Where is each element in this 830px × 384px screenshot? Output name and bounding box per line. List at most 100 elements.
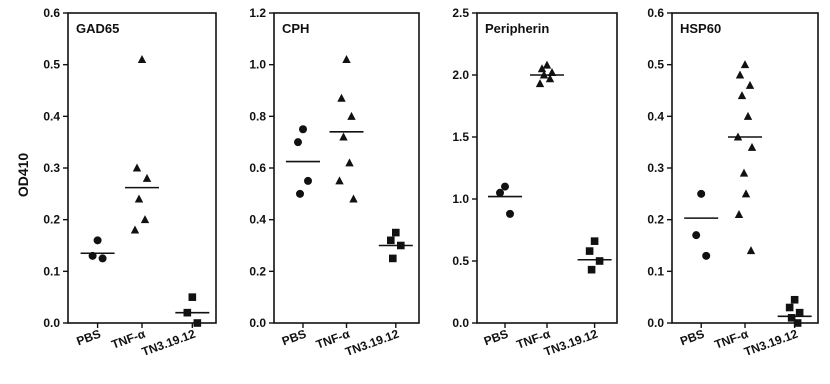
data-point (140, 215, 150, 224)
y-tick-label: 1.5 (452, 130, 469, 144)
data-point (93, 236, 102, 245)
data-point (349, 194, 358, 203)
panel-title: GAD65 (76, 21, 119, 36)
data-point (735, 70, 745, 79)
x-tick-label: TN3.19.12 (140, 327, 198, 359)
data-point (547, 68, 557, 77)
y-tick-label: 0.0 (43, 316, 60, 330)
data-point (134, 194, 144, 203)
data-point (389, 254, 397, 263)
plot-frame (671, 12, 819, 324)
y-tick-label: 1.0 (452, 192, 469, 206)
data-point (304, 176, 312, 185)
data-point (296, 189, 304, 198)
data-point (737, 91, 747, 100)
data-point (132, 163, 142, 172)
x-tick-label: PBS (75, 327, 103, 349)
data-point (347, 111, 356, 120)
data-point (787, 314, 796, 322)
data-point (137, 55, 147, 63)
data-point (294, 138, 302, 147)
data-point (506, 209, 514, 218)
data-point (345, 158, 354, 167)
y-tick-label: 0.4 (647, 109, 664, 123)
x-tick-label: TN3.19.12 (742, 327, 800, 359)
data-point (501, 182, 509, 191)
data-point (790, 295, 799, 304)
data-point (188, 293, 197, 301)
data-point (142, 173, 152, 182)
y-tick-label: 0.1 (43, 264, 60, 278)
y-tick-label: 0.0 (647, 316, 664, 330)
data-point (545, 74, 555, 83)
data-point (335, 176, 344, 185)
y-tick-label: 0.0 (452, 316, 469, 330)
x-tick-label: PBS (280, 327, 308, 349)
data-point (537, 64, 547, 73)
data-point (702, 251, 711, 260)
data-point (595, 257, 604, 265)
y-axis-title: OD410 (15, 153, 31, 198)
y-tick-label: 0.2 (43, 213, 60, 227)
data-point (590, 237, 599, 245)
data-point (795, 308, 804, 317)
y-tick-label: 1.2 (249, 6, 266, 20)
data-point (743, 111, 753, 120)
y-tick-label: 0.5 (452, 254, 469, 268)
data-point (793, 319, 802, 327)
y-tick-label: 0.6 (43, 6, 60, 20)
y-tick-label: 0.1 (647, 264, 664, 278)
data-point (740, 60, 750, 69)
data-point (739, 168, 749, 177)
data-point (692, 231, 701, 240)
data-point (342, 55, 351, 63)
x-tick-label: TN3.19.12 (542, 327, 600, 359)
data-point (585, 247, 594, 255)
data-point (785, 303, 794, 312)
y-tick-label: 0.0 (249, 316, 266, 330)
data-point (734, 210, 744, 218)
data-point (193, 319, 202, 327)
y-tick-label: 0.8 (249, 109, 266, 123)
y-tick-label: 2.5 (452, 6, 469, 20)
plot-frame (476, 12, 618, 324)
data-point (337, 93, 346, 102)
y-tick-label: 0.5 (43, 58, 60, 72)
y-tick-label: 0.3 (647, 161, 664, 175)
y-tick-label: 0.5 (647, 58, 664, 72)
y-tick-label: 0.2 (249, 264, 266, 278)
y-tick-label: 0.4 (249, 213, 266, 227)
data-point (496, 188, 504, 197)
data-point (746, 246, 756, 255)
data-point (741, 189, 751, 198)
x-tick-label: TN3.19.12 (343, 327, 401, 359)
x-tick-label: PBS (678, 327, 706, 349)
panel-title: HSP60 (680, 21, 721, 36)
data-point (747, 142, 757, 151)
data-point (392, 228, 400, 237)
data-point (387, 236, 395, 245)
y-tick-label: 0.2 (647, 213, 664, 227)
y-tick-label: 2.0 (452, 68, 469, 82)
panel-title: CPH (282, 21, 309, 36)
y-tick-label: 0.6 (249, 161, 266, 175)
y-tick-label: 0.4 (43, 109, 60, 123)
panel-title: Peripherin (485, 21, 549, 36)
data-point (339, 132, 348, 141)
data-point (697, 189, 706, 198)
data-point (98, 254, 107, 263)
data-point (542, 60, 552, 69)
data-point (130, 225, 140, 234)
data-point (535, 79, 545, 88)
data-point (745, 80, 755, 89)
data-point (299, 125, 307, 134)
y-tick-label: 1.0 (249, 58, 266, 72)
y-tick-label: 0.3 (43, 161, 60, 175)
y-tick-label: 0.6 (647, 6, 664, 20)
data-point (587, 265, 596, 274)
